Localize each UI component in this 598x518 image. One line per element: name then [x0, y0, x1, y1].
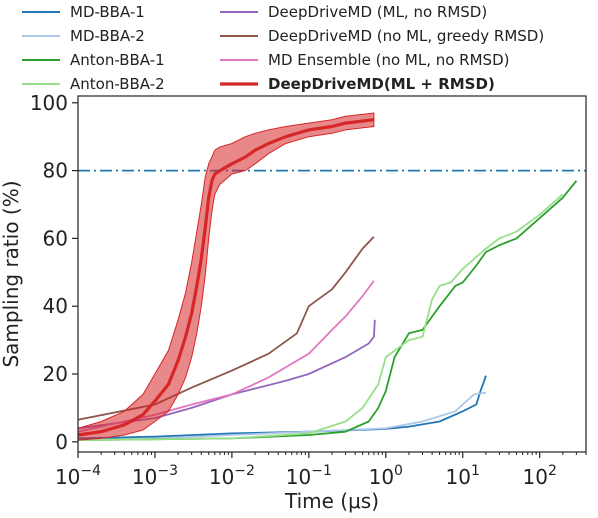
legend: MD-BBA-1 MD-BBA-2 Anton-BBA-1 Anton-BBA-2 De…	[22, 3, 544, 93]
series-line-anton-bba-2	[77, 193, 564, 441]
series-line-md-bba-1	[77, 375, 487, 440]
y-tick-label: 40	[43, 294, 68, 318]
y-tick-label: 60	[43, 226, 68, 250]
y-axis-ticks: 0 20 40 60 80 100	[30, 91, 78, 454]
legend-label-md-bba-1: MD-BBA-1	[70, 3, 145, 21]
series-line-anton-bba-1	[77, 180, 578, 441]
legend-label-md-ensemble-no-ml-no-rmsd: MD Ensemble (no ML, no RMSD)	[268, 51, 509, 69]
x-axis-label: Time (μs)	[284, 489, 379, 513]
series-line-deepdrivemd-no-ml-greedy-rmsd	[77, 236, 375, 421]
plot-frame	[77, 95, 587, 453]
legend-label-deepdrivemd-no-ml-greedy-rmsd: DeepDriveMD (no ML, greedy RMSD)	[268, 27, 544, 45]
plot-area	[77, 112, 586, 441]
y-tick-label: 80	[43, 159, 68, 183]
legend-label-deepdrivemd-ml-no-rmsd: DeepDriveMD (ML, no RMSD)	[268, 3, 487, 21]
x-tick-label: 10−1	[286, 463, 332, 489]
series-line-md-ensemble-no-ml-no-rmsd	[77, 280, 375, 433]
y-tick-label: 20	[43, 362, 68, 386]
series-line-deepdrivemd-ml-rmsd	[77, 118, 375, 437]
series-band-deepdrivemd-ml-rmsd	[77, 112, 375, 441]
x-tick-label: 10−4	[55, 463, 101, 489]
y-axis-label: Sampling ratio (%)	[0, 180, 23, 367]
y-tick-label: 0	[55, 430, 68, 454]
x-tick-label: 10−2	[209, 463, 255, 489]
legend-label-anton-bba-1: Anton-BBA-1	[70, 51, 165, 69]
x-axis-ticks: 10−4 10−3 10−2 10−1 100 101 102	[55, 452, 587, 489]
x-tick-label: 10−3	[132, 463, 178, 489]
legend-label-md-bba-2: MD-BBA-2	[70, 27, 145, 45]
series-line-deepdrivemd-ml-no-rmsd	[77, 319, 376, 430]
series-line-md-bba-2	[77, 391, 487, 441]
x-tick-label: 102	[522, 463, 556, 489]
y-tick-label: 100	[30, 91, 68, 115]
x-tick-label: 101	[446, 463, 480, 489]
x-tick-label: 100	[369, 463, 403, 489]
legend-label-anton-bba-2: Anton-BBA-2	[70, 75, 165, 93]
legend-label-deepdrivemd-ml-rmsd: DeepDriveMD(ML + RMSD)	[268, 75, 495, 93]
